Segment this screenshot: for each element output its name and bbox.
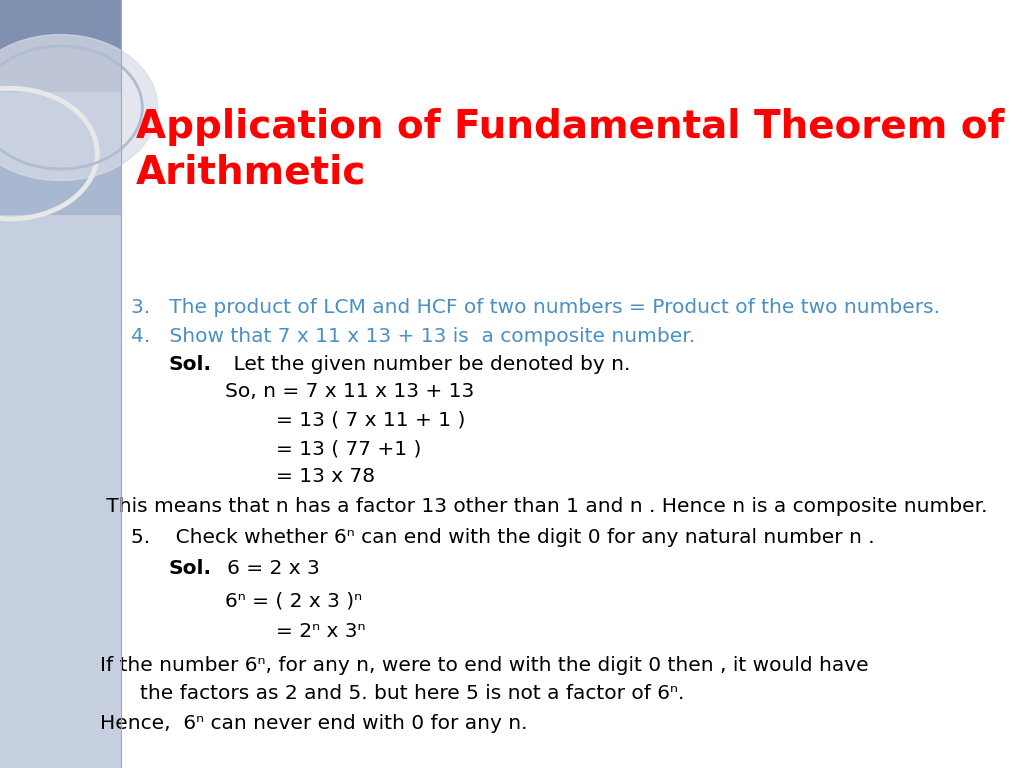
- Text: Application of Fundamental Theorem of: Application of Fundamental Theorem of: [136, 108, 1005, 146]
- Text: Hence,  6ⁿ can never end with 0 for any n.: Hence, 6ⁿ can never end with 0 for any n…: [100, 714, 527, 733]
- Text: 3.   The product of LCM and HCF of two numbers = Product of the two numbers.: 3. The product of LCM and HCF of two num…: [131, 298, 940, 316]
- Text: 6ⁿ = ( 2 x 3 )ⁿ: 6ⁿ = ( 2 x 3 )ⁿ: [225, 591, 362, 610]
- Circle shape: [0, 35, 158, 180]
- Text: Sol.: Sol.: [169, 559, 212, 578]
- Text: = 13 ( 77 +1 ): = 13 ( 77 +1 ): [276, 439, 422, 458]
- Text: If the number 6ⁿ, for any n, were to end with the digit 0 then , it would have: If the number 6ⁿ, for any n, were to end…: [100, 657, 869, 675]
- Text: Let the given number be denoted by n.: Let the given number be denoted by n.: [208, 356, 630, 374]
- Text: 6 = 2 x 3: 6 = 2 x 3: [208, 559, 319, 578]
- Text: Sol.: Sol.: [169, 356, 212, 374]
- Text: Arithmetic: Arithmetic: [136, 154, 367, 192]
- Bar: [0, 0, 121, 215]
- Text: So, n = 7 x 11 x 13 + 13: So, n = 7 x 11 x 13 + 13: [225, 382, 474, 401]
- Text: = 13 ( 7 x 11 + 1 ): = 13 ( 7 x 11 + 1 ): [276, 411, 466, 429]
- Text: 4.   Show that 7 x 11 x 13 + 13 is  a composite number.: 4. Show that 7 x 11 x 13 + 13 is a compo…: [131, 327, 695, 346]
- Bar: [0, 0, 121, 768]
- Text: = 2ⁿ x 3ⁿ: = 2ⁿ x 3ⁿ: [276, 622, 366, 641]
- Text: This means that n has a factor 13 other than 1 and n . Hence n is a composite nu: This means that n has a factor 13 other …: [100, 498, 988, 516]
- Bar: [0, 0, 121, 92]
- Text: = 13 x 78: = 13 x 78: [276, 468, 376, 486]
- Text: the factors as 2 and 5. but here 5 is not a factor of 6ⁿ.: the factors as 2 and 5. but here 5 is no…: [140, 684, 685, 703]
- Text: 5.    Check whether 6ⁿ can end with the digit 0 for any natural number n .: 5. Check whether 6ⁿ can end with the dig…: [131, 528, 874, 547]
